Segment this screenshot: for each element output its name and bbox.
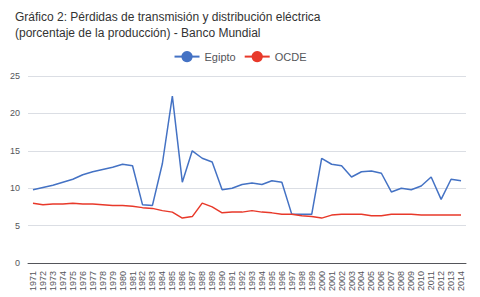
svg-text:1971: 1971	[28, 271, 38, 291]
svg-text:1987: 1987	[187, 271, 197, 291]
svg-text:1980: 1980	[118, 271, 128, 291]
svg-text:2008: 2008	[396, 271, 406, 291]
svg-text:1993: 1993	[247, 271, 257, 291]
svg-text:0: 0	[15, 258, 20, 268]
svg-text:1988: 1988	[197, 271, 207, 291]
svg-text:Gráfico 2: Pérdidas de transmi: Gráfico 2: Pérdidas de transmisión y dis…	[15, 10, 321, 24]
svg-text:1983: 1983	[147, 271, 157, 291]
svg-text:1991: 1991	[227, 271, 237, 291]
svg-text:1998: 1998	[297, 271, 307, 291]
svg-text:1982: 1982	[137, 271, 147, 291]
svg-text:2004: 2004	[356, 271, 366, 291]
svg-text:5: 5	[15, 221, 20, 231]
svg-text:1984: 1984	[157, 271, 167, 291]
svg-text:2005: 2005	[366, 271, 376, 291]
svg-text:2002: 2002	[337, 271, 347, 291]
svg-text:1996: 1996	[277, 271, 287, 291]
svg-text:2014: 2014	[456, 271, 466, 291]
svg-text:2013: 2013	[446, 271, 456, 291]
svg-text:1977: 1977	[88, 271, 98, 291]
svg-text:15: 15	[10, 146, 20, 156]
svg-text:1989: 1989	[207, 271, 217, 291]
svg-text:2000: 2000	[317, 271, 327, 291]
svg-text:2010: 2010	[416, 271, 426, 291]
svg-text:1972: 1972	[38, 271, 48, 291]
svg-text:2003: 2003	[347, 271, 357, 291]
svg-text:2012: 2012	[436, 271, 446, 291]
svg-text:1986: 1986	[177, 271, 187, 291]
svg-text:2011: 2011	[426, 271, 436, 290]
svg-text:2001: 2001	[327, 271, 337, 291]
svg-text:20: 20	[10, 108, 20, 118]
svg-text:1975: 1975	[68, 271, 78, 291]
svg-text:10: 10	[10, 183, 20, 193]
svg-text:2009: 2009	[406, 271, 416, 291]
svg-text:1992: 1992	[237, 271, 247, 291]
svg-text:2007: 2007	[386, 271, 396, 291]
svg-text:1999: 1999	[307, 271, 317, 291]
svg-text:1981: 1981	[128, 271, 138, 291]
svg-text:1990: 1990	[217, 271, 227, 291]
svg-text:1995: 1995	[267, 271, 277, 291]
svg-text:1973: 1973	[48, 271, 58, 291]
svg-text:1979: 1979	[108, 271, 118, 291]
svg-text:1997: 1997	[287, 271, 297, 291]
svg-text:Egipto: Egipto	[205, 51, 236, 63]
svg-text:25: 25	[10, 71, 20, 81]
svg-text:1976: 1976	[78, 271, 88, 291]
svg-text:1974: 1974	[58, 271, 68, 291]
svg-text:1985: 1985	[167, 271, 177, 291]
svg-text:2006: 2006	[376, 271, 386, 291]
svg-text:(porcentaje de la producción): (porcentaje de la producción) - Banco Mu…	[15, 26, 260, 40]
svg-text:1978: 1978	[98, 271, 108, 291]
svg-text:OCDE: OCDE	[275, 51, 307, 63]
svg-text:1994: 1994	[257, 271, 267, 291]
